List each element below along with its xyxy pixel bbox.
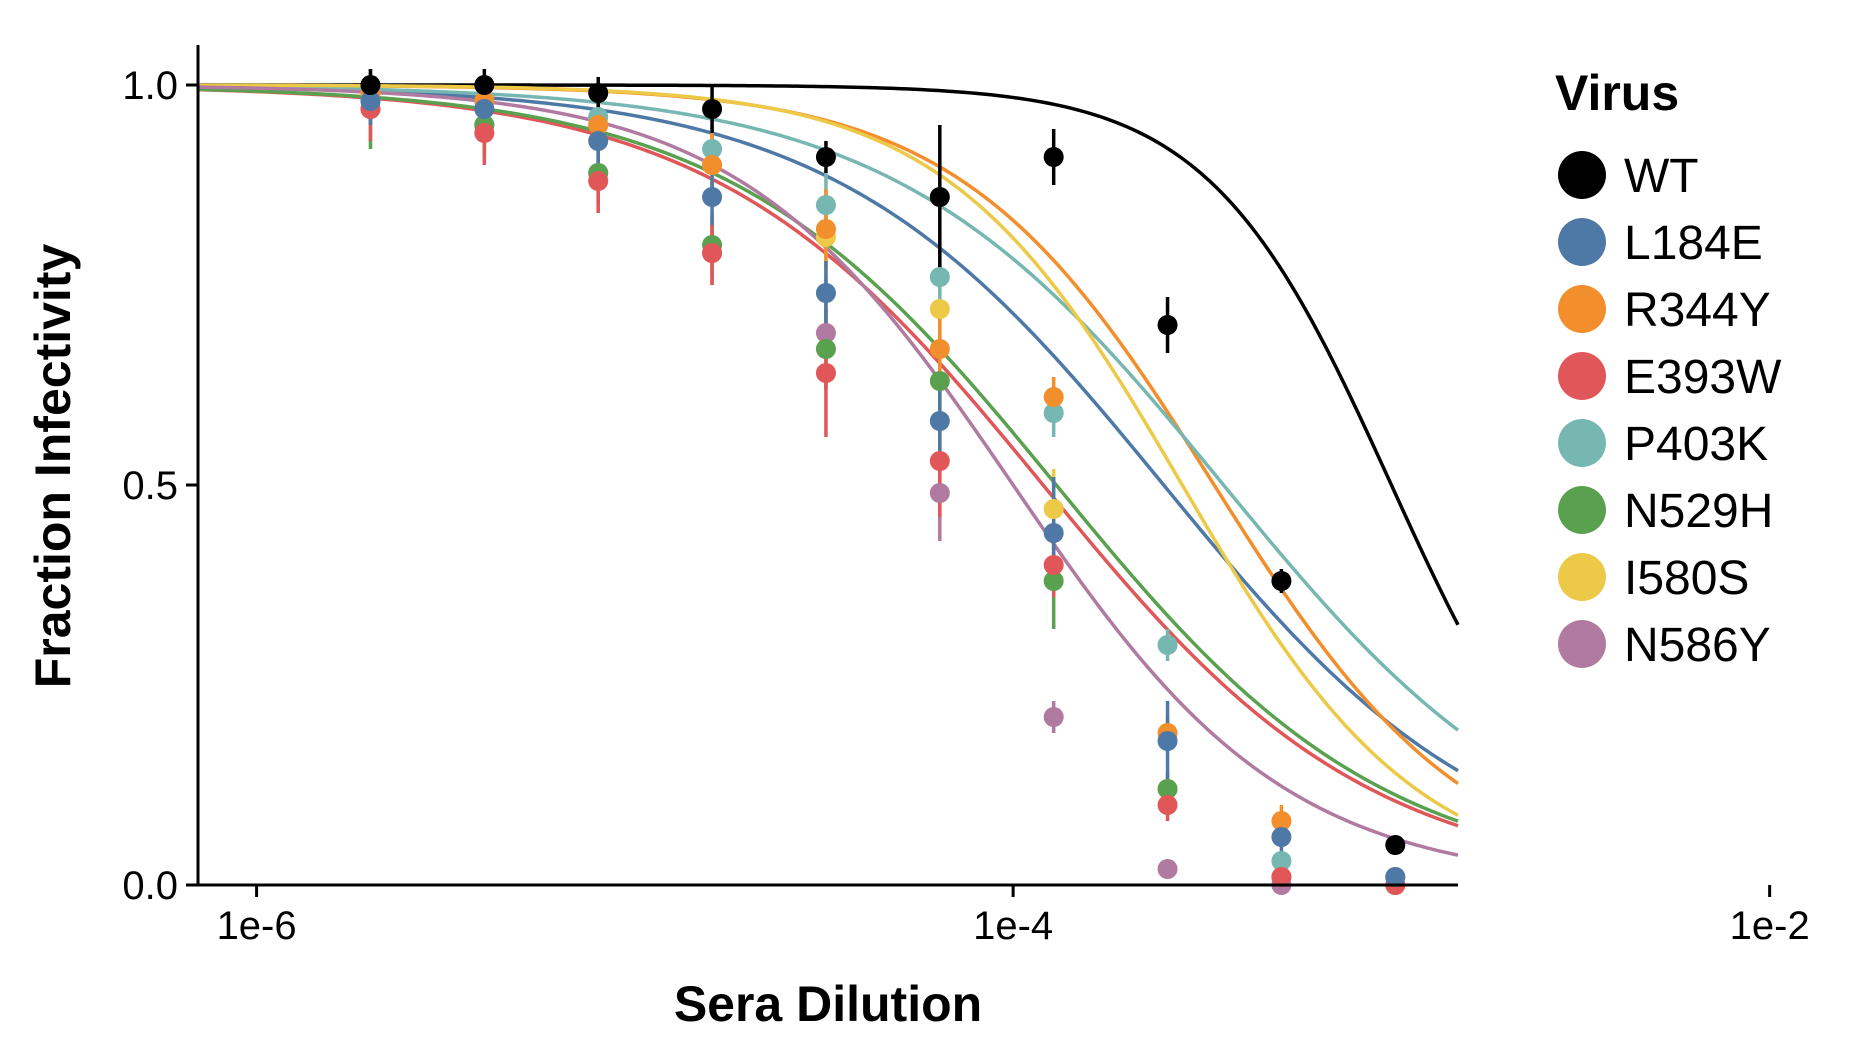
data-point-e393w: [1271, 867, 1292, 887]
legend-label: P403K: [1624, 418, 1768, 471]
data-point-i580s: [1043, 499, 1064, 519]
data-point-i580s: [929, 299, 950, 319]
data-point-e393w: [588, 171, 609, 191]
data-point-wt: [929, 187, 950, 207]
data-point-n586y: [929, 483, 950, 503]
legend-item-r344y: R344Y: [1558, 284, 1771, 337]
legend-label: N529H: [1624, 485, 1773, 538]
legend-item-n586y: N586Y: [1558, 619, 1771, 672]
data-point-wt: [1271, 571, 1292, 591]
legend-marker: [1558, 553, 1606, 601]
legend-label: E393W: [1624, 351, 1782, 404]
data-point-wt: [702, 99, 723, 119]
y-axis-title: Fraction Infectivity: [25, 244, 81, 689]
legend-label: R344Y: [1624, 284, 1771, 337]
fit-curve-l184e: [197, 85, 1459, 773]
data-point-wt: [474, 75, 495, 95]
legend-item-wt: WT: [1558, 150, 1699, 203]
data-point-e393w: [702, 243, 723, 263]
data-point-p403k: [1157, 635, 1178, 655]
legend-item-n529h: N529H: [1558, 485, 1773, 538]
data-point-l184e: [474, 99, 495, 119]
legend-marker: [1558, 620, 1606, 668]
data-point-l184e: [1043, 523, 1064, 543]
legend-label: WT: [1624, 150, 1699, 203]
legend-items: WT L184E R344Y E393W P403K N529H I580S N586Y: [1558, 150, 1782, 672]
legend-marker: [1558, 285, 1606, 333]
fit-curve-n586y: [197, 85, 1459, 857]
y-ticks: 0.0 0.5 1.0: [122, 64, 198, 908]
data-point-l184e: [360, 91, 381, 111]
data-point-wt: [1385, 835, 1406, 855]
data-point-l184e: [1271, 827, 1292, 847]
x-tick-label: 1e-4: [973, 904, 1053, 948]
legend-marker: [1558, 218, 1606, 266]
legend-marker: [1558, 352, 1606, 400]
data-point-e393w: [1157, 795, 1178, 815]
data-point-e393w: [929, 451, 950, 471]
legend-marker: [1558, 486, 1606, 534]
legend-label: N586Y: [1624, 619, 1771, 672]
data-point-l184e: [1157, 731, 1178, 751]
legend-item-p403k: P403K: [1558, 418, 1768, 471]
data-point-r344y: [702, 155, 723, 175]
data-point-n529h: [929, 371, 950, 391]
data-point-wt: [1043, 147, 1064, 167]
data-point-n586y: [1043, 707, 1064, 727]
y-tick-label: 0.5: [122, 464, 178, 508]
y-tick-label: 0.0: [122, 864, 178, 908]
legend-label: L184E: [1624, 217, 1763, 270]
data-points: [360, 75, 1406, 895]
data-point-l184e: [1385, 867, 1406, 887]
legend-item-e393w: E393W: [1558, 351, 1782, 404]
data-point-n586y: [1157, 859, 1178, 879]
data-point-p403k: [1271, 851, 1292, 871]
x-axis-title: Sera Dilution: [674, 976, 982, 1032]
axes: 1e-6 1e-4 1e-2 0.0 0.5 1.0 Sera Dilution Fra…: [25, 45, 1810, 1032]
data-point-e393w: [474, 123, 495, 143]
data-point-r344y: [1043, 387, 1064, 407]
data-point-n529h: [1157, 779, 1178, 799]
legend-item-l184e: L184E: [1558, 217, 1763, 270]
data-point-n529h: [815, 339, 836, 359]
x-tick-label: 1e-2: [1730, 904, 1810, 948]
legend: Virus WT L184E R344Y E393W P403K N529H I580S N5…: [1555, 65, 1782, 672]
data-point-n529h: [1043, 571, 1064, 591]
data-point-l184e: [929, 411, 950, 431]
data-point-r344y: [588, 115, 609, 135]
data-point-r344y: [929, 339, 950, 359]
fit-curve-p403k: [197, 84, 1460, 732]
data-point-wt: [588, 83, 609, 103]
data-point-n586y: [815, 323, 836, 343]
data-point-r344y: [1271, 811, 1292, 831]
data-point-wt: [815, 147, 836, 167]
data-point-e393w: [815, 363, 836, 383]
legend-title: Virus: [1555, 65, 1679, 121]
data-point-wt: [360, 75, 381, 95]
x-ticks: 1e-6 1e-4 1e-2: [217, 885, 1810, 948]
data-point-e393w: [1043, 555, 1064, 575]
legend-marker: [1558, 151, 1606, 199]
data-point-p403k: [929, 267, 950, 287]
legend-label: I580S: [1624, 552, 1749, 605]
error-bars: [368, 69, 1398, 885]
data-point-p403k: [702, 139, 723, 159]
data-point-r344y: [815, 219, 836, 239]
data-point-wt: [1157, 315, 1178, 335]
x-tick-label: 1e-6: [217, 904, 297, 948]
fit-curve-i580s: [197, 83, 1459, 817]
data-point-p403k: [815, 195, 836, 215]
data-point-l184e: [702, 187, 723, 207]
data-point-l184e: [588, 131, 609, 151]
data-point-l184e: [815, 283, 836, 303]
y-tick-label: 1.0: [122, 64, 178, 108]
fit-curve-r344y: [197, 83, 1460, 785]
legend-item-i580s: I580S: [1558, 552, 1749, 605]
data-point-p403k: [1043, 403, 1064, 423]
legend-marker: [1558, 419, 1606, 467]
